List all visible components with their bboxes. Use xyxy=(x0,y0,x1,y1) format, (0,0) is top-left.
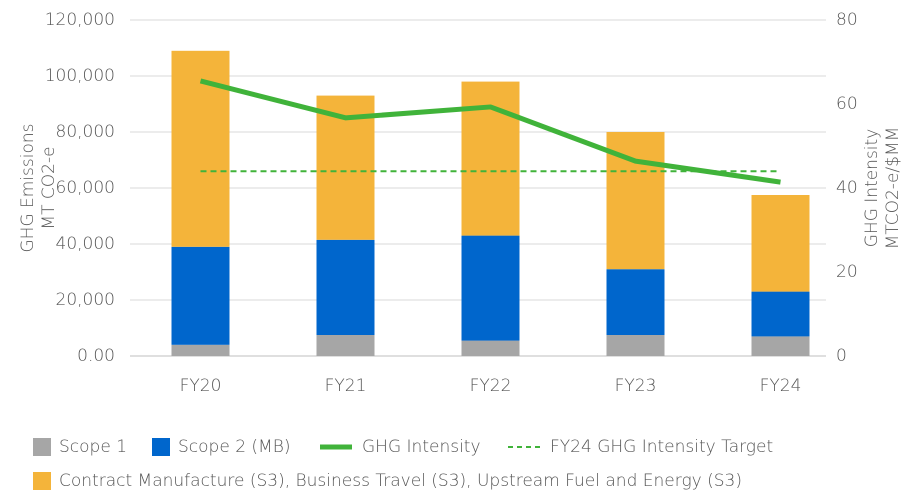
legend-label: GHG Intensity xyxy=(362,437,481,457)
y-tick-label: 100,000 xyxy=(45,66,115,86)
y-tick-label: 20,000 xyxy=(56,290,115,310)
bar xyxy=(751,336,810,356)
y-tick-label: 40,000 xyxy=(56,234,115,254)
x-tick-label: FY23 xyxy=(615,376,657,396)
bar xyxy=(461,235,520,341)
bar xyxy=(316,335,375,356)
legend-label: FY24 GHG Intensity Target xyxy=(550,437,773,457)
x-tick-label: FY22 xyxy=(470,376,512,396)
y-tick-label: 60,000 xyxy=(56,178,115,198)
y-tick-label: 120,000 xyxy=(45,10,115,30)
legend-label: Contract Manufacture (S3), Business Trav… xyxy=(59,471,742,491)
y2-tick-label: 20 xyxy=(836,262,858,282)
bar xyxy=(171,344,230,356)
x-tick-label: FY20 xyxy=(180,376,222,396)
bar xyxy=(751,291,810,337)
bar xyxy=(606,335,665,356)
bar xyxy=(461,340,520,356)
bar xyxy=(606,269,665,335)
y-tick-label: 0.00 xyxy=(77,346,115,366)
y-tick-label: 80,000 xyxy=(56,122,115,142)
y2-tick-label: 0 xyxy=(836,346,847,366)
legend-swatch xyxy=(33,438,51,456)
legend-label: Scope 2 (MB) xyxy=(178,437,290,457)
y2-axis-title-line: MTCO2-e/$MM xyxy=(883,127,903,250)
y2-tick-label: 80 xyxy=(836,10,858,30)
legend-swatch xyxy=(152,438,170,456)
bar xyxy=(171,50,230,247)
bar xyxy=(751,195,810,292)
y-axis-title: GHG EmissionsMT CO2-e xyxy=(18,123,59,252)
bar xyxy=(316,239,375,335)
intensity-line xyxy=(199,78,781,185)
y2-tick-label: 40 xyxy=(836,178,858,198)
bar xyxy=(171,246,230,345)
x-tick-label: FY21 xyxy=(325,376,367,396)
legend-label: Scope 1 xyxy=(59,437,127,457)
y-axis-title-line: MT CO2-e xyxy=(39,146,59,229)
y2-tick-label: 60 xyxy=(836,94,858,114)
y-axis-title-line: GHG Emissions xyxy=(18,123,38,252)
legend-swatch xyxy=(33,472,51,490)
y2-axis-title-line: GHG Intensity xyxy=(862,129,882,248)
x-tick-label: FY24 xyxy=(760,376,802,396)
y2-axis-title: GHG IntensityMTCO2-e/$MM xyxy=(862,127,903,250)
